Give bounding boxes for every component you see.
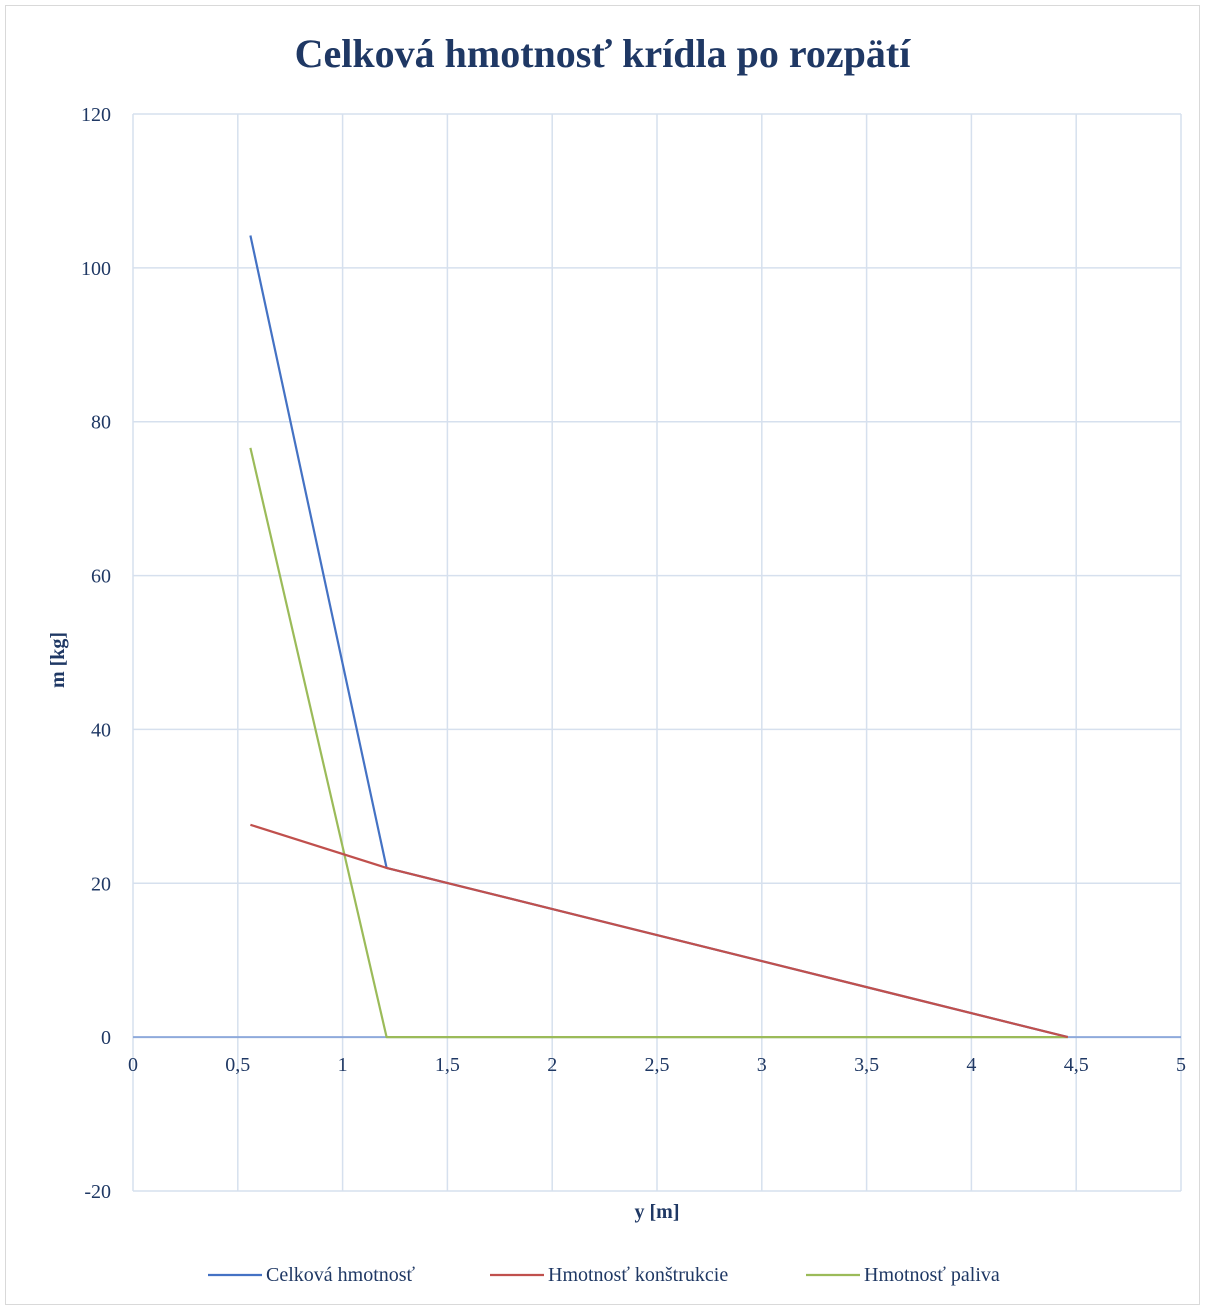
legend-item: Hmotnosť konštrukcie: [490, 1264, 728, 1286]
series-line-1: [249, 235, 1069, 1039]
y-tick-label: 40: [91, 719, 111, 741]
legend-label: Hmotnosť konštrukcie: [548, 1264, 728, 1286]
series-lines: [249, 235, 1069, 1039]
x-tick-label: 1,5: [435, 1054, 460, 1076]
grid-lines: [132, 113, 1182, 1192]
legend-label: Celková hmotnosť: [266, 1264, 416, 1286]
y-tick-label: 120: [81, 104, 111, 126]
chart-title: Celková hmotnosť krídla po rozpätí: [294, 31, 911, 76]
y-tick-label: 100: [81, 258, 111, 280]
x-tick-label: 3: [757, 1054, 767, 1076]
y-axis-title: m [kg]: [47, 632, 69, 688]
y-tick-label: 60: [91, 566, 111, 588]
legend-item: Hmotnosť paliva: [806, 1264, 1000, 1286]
y-tick-label: 20: [91, 873, 111, 895]
x-tick-label: 2: [547, 1054, 557, 1076]
x-axis-title: y [m]: [635, 1201, 680, 1223]
series-line-2: [250, 823, 1069, 1039]
chart-frame: [5, 5, 1200, 1305]
x-tick-label: 0,5: [225, 1054, 250, 1076]
x-tick-label: 4,5: [1064, 1054, 1089, 1076]
y-tick-label: 0: [101, 1027, 111, 1049]
legend-item: Celková hmotnosť: [208, 1264, 416, 1286]
x-tick-label: 0: [128, 1054, 138, 1076]
x-tick-label: 3,5: [854, 1054, 879, 1076]
tick-labels: -20 0 20 40 60 80 100 120 0 0,5 1 1,5 2 2,5 3 3,5 4 4,5 5: [81, 104, 1186, 1203]
y-tick-label: -20: [84, 1181, 111, 1203]
x-tick-label: 1: [338, 1054, 348, 1076]
series-line-3: [249, 447, 1068, 1039]
x-tick-label: 2,5: [645, 1054, 670, 1076]
legend-label: Hmotnosť paliva: [864, 1264, 1000, 1286]
x-tick-label: 5: [1176, 1054, 1186, 1076]
y-tick-label: 80: [91, 412, 111, 434]
x-tick-label: 4: [966, 1054, 976, 1076]
legend: Celková hmotnosť Hmotnosť konštrukcie Hmot…: [208, 1264, 1000, 1286]
